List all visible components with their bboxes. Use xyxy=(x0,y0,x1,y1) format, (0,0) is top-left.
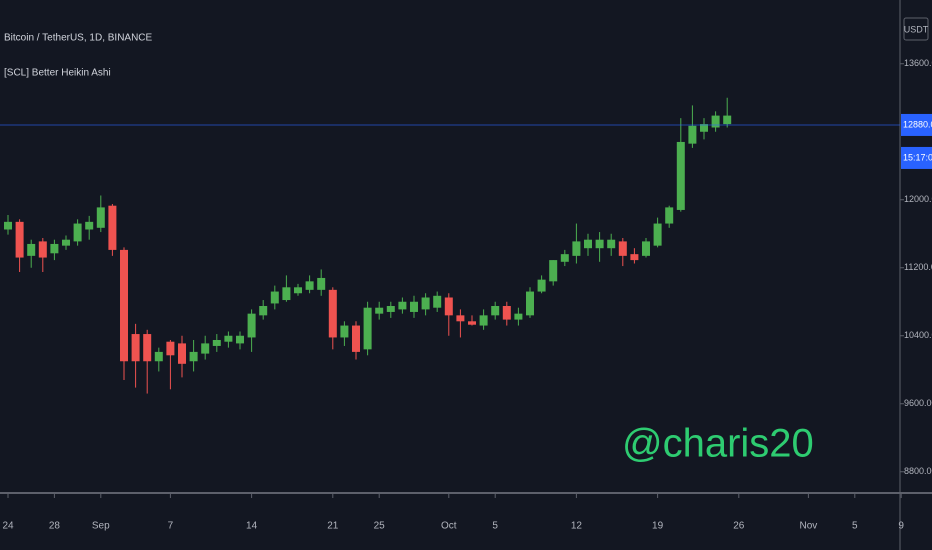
candle-body xyxy=(38,241,47,258)
candle-body xyxy=(27,243,36,256)
currency-box xyxy=(903,17,929,41)
x-tick-label: 7 xyxy=(168,521,174,532)
candle-body xyxy=(294,287,302,294)
x-tick-label: 14 xyxy=(246,521,258,532)
candle-body xyxy=(305,281,314,290)
candle-body xyxy=(676,141,685,210)
last-price-label: 12880.03 xyxy=(903,119,932,129)
candle-body xyxy=(607,239,616,249)
last-price-box xyxy=(901,113,932,136)
candle-body xyxy=(386,306,395,312)
x-tick-label: 5 xyxy=(492,521,498,532)
candle-body xyxy=(688,125,697,144)
candle-body xyxy=(120,249,128,362)
candle-body xyxy=(108,205,117,250)
countdown-label: 15:17:07 xyxy=(903,152,932,162)
candle-body xyxy=(630,254,639,261)
candle-body xyxy=(131,334,140,362)
candle-body xyxy=(352,325,360,352)
candle-body xyxy=(375,307,384,314)
candle-body xyxy=(178,343,186,364)
countdown-box xyxy=(901,146,932,169)
candle-body xyxy=(317,277,326,290)
candle-body xyxy=(479,315,488,326)
x-tick-label: 5 xyxy=(852,521,858,532)
candle-body xyxy=(154,351,163,362)
candle-body xyxy=(328,289,337,338)
candle-body xyxy=(549,260,558,282)
x-tick-label: Nov xyxy=(800,521,818,532)
x-tick-label: 12 xyxy=(571,521,583,532)
candle-body xyxy=(514,313,523,320)
candle-body xyxy=(85,221,94,230)
candle-body xyxy=(433,295,442,308)
x-tick-label: Sep xyxy=(92,521,110,532)
x-tick-label: 9 xyxy=(898,521,904,532)
candle-body xyxy=(560,254,569,262)
candle-body xyxy=(4,221,12,230)
candle-body xyxy=(584,239,592,249)
candle-body xyxy=(398,301,407,310)
chart-title: Bitcoin / TetherUS, 1D, BINANCE xyxy=(4,33,153,44)
candle-body xyxy=(700,124,708,132)
candle-body xyxy=(491,306,500,316)
candle-body xyxy=(618,241,627,256)
candle-body xyxy=(642,241,650,256)
candle-body xyxy=(653,223,662,246)
indicator-name: [SCL] Better Heikin Ashi xyxy=(4,68,111,79)
y-tick-label: 9600.00 xyxy=(904,398,932,408)
candle-body xyxy=(444,297,453,316)
candle-body xyxy=(96,207,105,228)
candle-body xyxy=(572,241,581,256)
candle-body xyxy=(410,301,418,312)
y-tick-label: 12000.00 xyxy=(904,194,932,204)
candle-body xyxy=(502,306,511,320)
y-tick-label: 8800.00 xyxy=(904,466,932,476)
candle-body xyxy=(421,297,430,310)
x-tick-label: 21 xyxy=(327,521,339,532)
candle-body xyxy=(143,334,152,362)
candle-body xyxy=(595,239,604,249)
candle-body xyxy=(723,115,732,125)
candle-body xyxy=(73,223,82,242)
candle-body xyxy=(62,239,70,246)
candle-body xyxy=(189,351,198,362)
y-tick-label: 10400.00 xyxy=(904,330,932,340)
x-tick-label: 25 xyxy=(374,521,386,532)
y-tick-label: 11200.00 xyxy=(904,262,932,272)
candle-body xyxy=(247,313,256,338)
candle-body xyxy=(270,291,279,304)
currency-label: USDT xyxy=(904,24,929,34)
x-tick-label: 19 xyxy=(652,521,664,532)
candle-body xyxy=(212,340,221,346)
candle-body xyxy=(166,341,175,356)
x-tick-label: 24 xyxy=(2,521,14,532)
candle-body xyxy=(363,307,372,350)
candle-body xyxy=(282,287,291,301)
candle-body xyxy=(526,291,534,316)
y-tick-label: 13600.00 xyxy=(904,58,932,68)
candle-body xyxy=(340,325,349,338)
candle-body xyxy=(236,335,244,344)
candle-body xyxy=(537,279,546,292)
candle-body xyxy=(224,335,233,342)
x-tick-label: 26 xyxy=(733,521,745,532)
watermark: @charis20 xyxy=(622,422,814,466)
candle-body xyxy=(468,321,476,325)
candle-body xyxy=(711,115,720,128)
candle-body xyxy=(665,207,674,224)
x-tick-label: Oct xyxy=(441,521,457,532)
candle-body xyxy=(259,306,268,316)
candle-body xyxy=(15,221,24,258)
candle-body xyxy=(201,343,210,354)
x-tick-label: 28 xyxy=(49,521,61,532)
candle-body xyxy=(50,243,59,254)
candle-body xyxy=(456,315,465,322)
